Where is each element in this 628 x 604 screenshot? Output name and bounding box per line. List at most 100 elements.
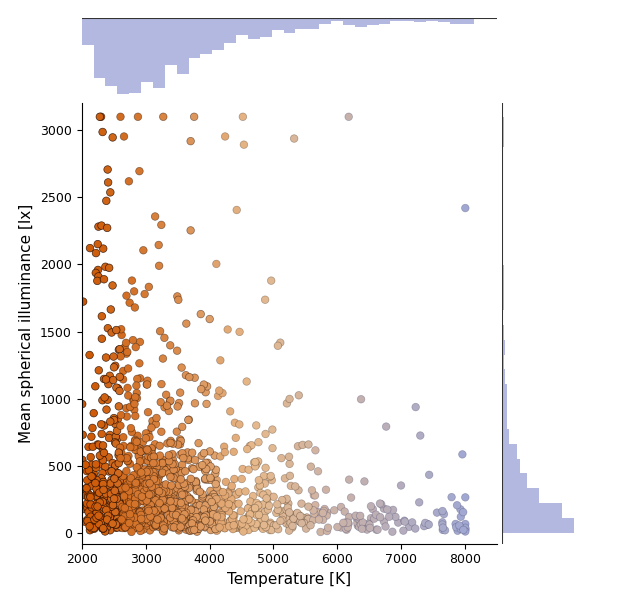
Point [90,477,100,486]
Point [105,481,115,491]
Point [277,495,287,505]
Point [95,521,106,530]
Point [106,478,116,488]
Point [85,452,95,462]
Point [119,504,129,514]
Point [121,338,131,348]
Point [154,522,164,532]
Point [144,474,154,484]
Point [338,518,349,528]
Point [134,452,144,462]
Point [103,323,113,333]
Point [154,498,165,508]
Point [155,451,165,460]
Point [215,498,225,507]
Point [254,510,264,519]
Point [356,394,366,404]
Point [118,432,128,442]
Point [206,475,216,484]
Point [135,507,145,517]
Point [111,461,121,471]
Point [290,481,300,491]
Point [398,526,408,536]
Point [207,519,217,529]
Point [190,518,200,527]
Point [180,502,190,512]
Point [309,490,319,500]
Point [107,519,117,528]
Point [158,486,168,495]
Point [121,475,131,484]
Point [158,458,168,467]
Point [237,522,247,532]
Point [116,513,126,522]
Point [116,501,126,510]
Point [176,363,187,373]
Point [85,492,95,502]
Point [229,474,239,484]
Point [186,137,196,146]
Point [136,514,146,524]
Point [131,381,141,390]
Point [157,497,167,507]
Point [169,486,179,496]
Point [129,483,139,492]
Point [166,436,176,446]
Point [101,374,111,384]
Point [119,495,129,504]
Point [123,483,133,493]
Point [153,509,163,519]
Point [92,513,102,522]
Point [97,494,107,504]
Point [146,486,156,496]
Point [176,482,187,492]
Bar [319,18,331,24]
Point [180,519,190,529]
Point [99,492,109,501]
Point [266,276,276,286]
Point [313,466,323,476]
Point [281,505,291,515]
Point [172,292,182,301]
Point [271,508,281,518]
Point [187,516,197,525]
Point [149,518,159,528]
Point [141,488,151,498]
Point [200,387,210,397]
Point [209,491,219,501]
Point [197,451,207,461]
Point [161,515,171,525]
Point [172,500,182,509]
Point [173,498,183,507]
Point [396,481,406,490]
Point [118,366,128,376]
Point [120,511,130,521]
Point [284,459,295,469]
Point [424,470,434,480]
Point [114,517,124,527]
Point [161,466,171,475]
Point [116,521,126,531]
Point [117,502,127,512]
Point [387,527,398,536]
Point [99,519,109,529]
Bar [502,236,503,251]
Point [393,518,403,527]
Point [169,465,179,475]
Point [295,511,305,521]
Point [91,463,101,473]
Point [173,469,183,479]
Point [178,516,188,525]
Point [138,446,148,455]
Point [154,515,165,525]
Point [292,508,302,518]
Point [318,515,328,525]
Point [177,507,187,516]
Point [184,415,194,425]
Point [230,433,241,443]
Point [133,431,143,440]
Point [90,513,100,523]
Point [124,517,134,527]
Point [399,516,409,525]
Point [303,515,313,524]
